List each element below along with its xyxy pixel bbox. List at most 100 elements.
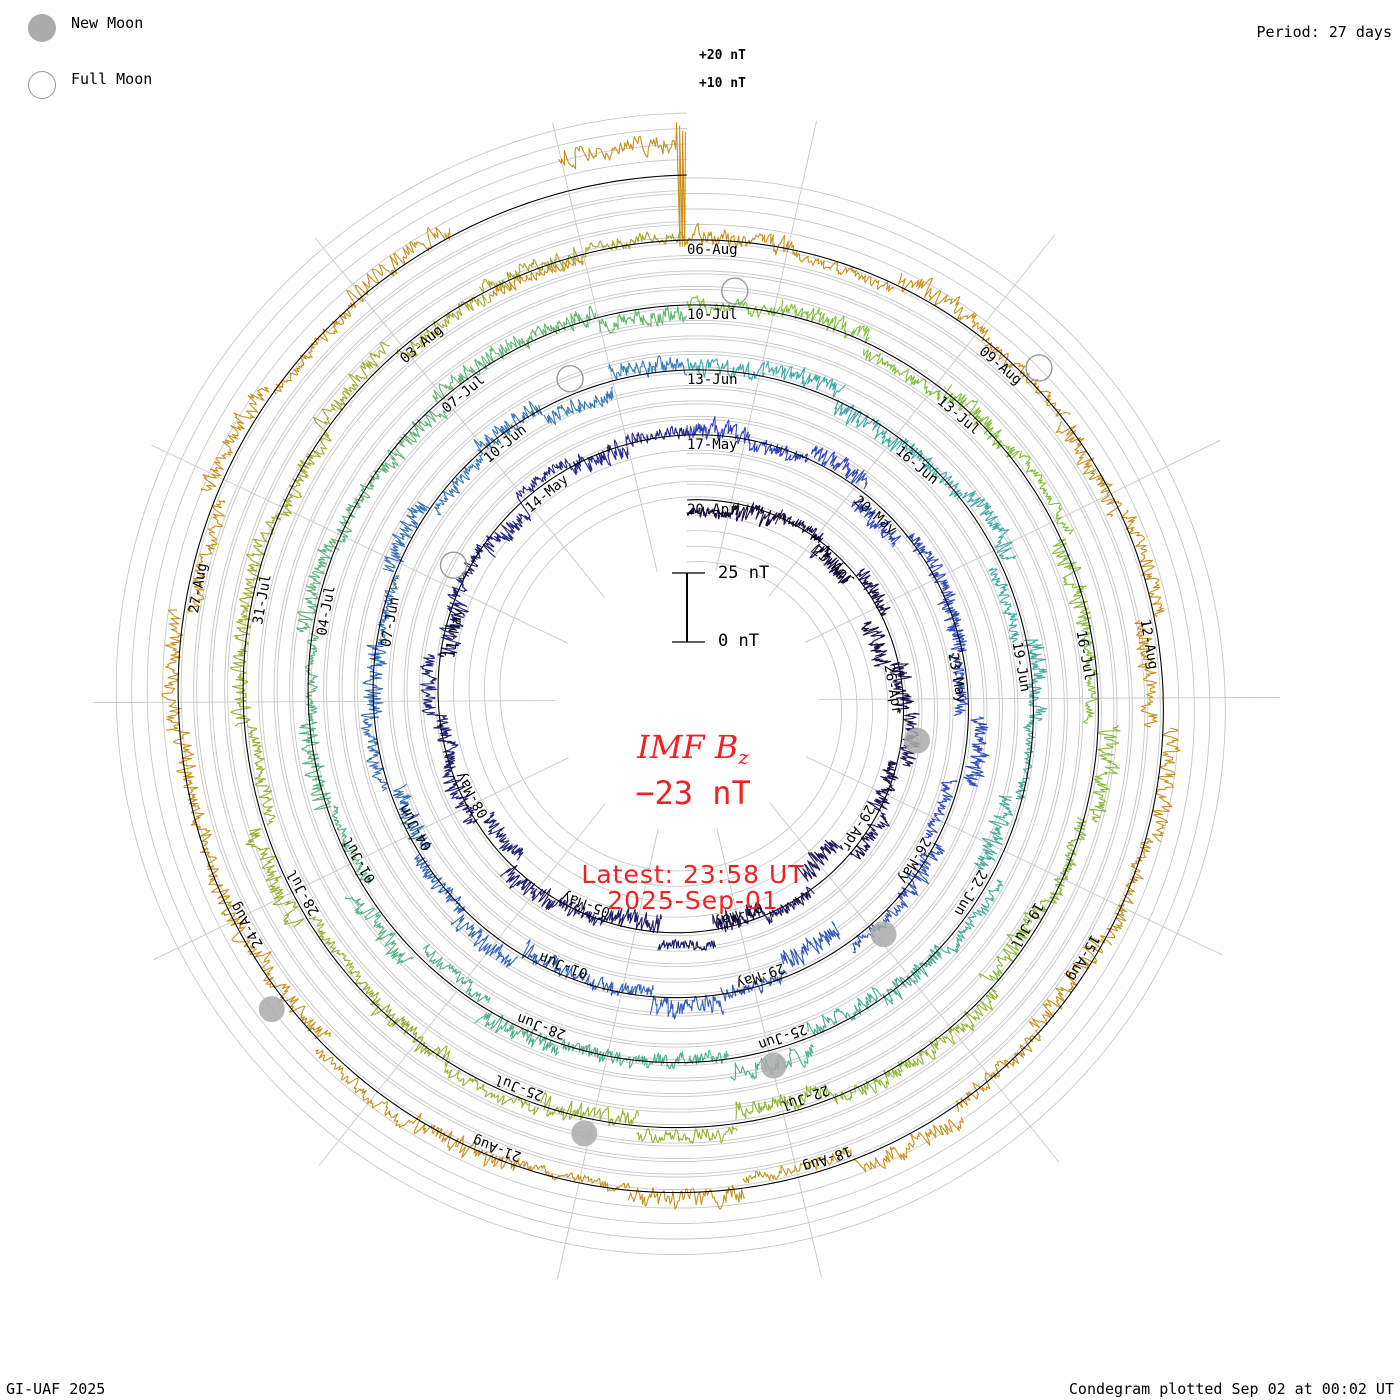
bz-series-segment	[765, 360, 846, 398]
date-label: 25-Jun	[756, 1020, 809, 1052]
bz-series-segment	[605, 907, 662, 934]
bz-series-segment	[581, 230, 688, 258]
new-moon-legend-icon	[28, 14, 56, 42]
full-moon-legend-label: Full Moon	[71, 70, 153, 88]
bz-series-segment	[437, 600, 469, 657]
plotted-time-label: Condegram plotted Sep 02 at 00:02 UT	[1068, 1380, 1394, 1398]
bz-series-segment	[657, 938, 717, 951]
radial-spoke	[314, 237, 605, 598]
scale-top-label: 25 nT	[718, 563, 770, 583]
radial-spoke	[818, 696, 1281, 700]
bz-series-segment	[1152, 727, 1181, 843]
bz-series-segment	[902, 438, 963, 500]
bz-series-segment	[730, 502, 781, 528]
bz-series-segment	[1099, 837, 1154, 946]
bz-series-segment	[810, 445, 868, 489]
zero-baseline-spiral	[177, 174, 1164, 1194]
bz-series-segment	[543, 386, 614, 425]
bz-series-segment	[186, 499, 226, 613]
scale-bar	[672, 572, 705, 643]
chart-title: IMF Bz	[0, 728, 1386, 769]
bz-series-segment	[346, 226, 451, 305]
bz-series-segment	[780, 921, 841, 968]
bz-series-segment	[540, 1091, 639, 1127]
bz-series-segment	[978, 904, 1048, 982]
bz-series-segment	[1089, 724, 1121, 823]
latest-date: 2025-Sep-01	[607, 886, 779, 915]
bz-series-segment	[360, 718, 388, 792]
bz-series-segment	[273, 302, 357, 394]
bz-series-segment	[238, 521, 275, 623]
bz-series-segment	[924, 779, 958, 839]
full-moon-marker	[439, 551, 468, 579]
bz-series-segment	[487, 257, 584, 304]
bz-series-segment	[898, 272, 990, 342]
bz-series-segment	[952, 879, 1004, 954]
bz-series-segment	[444, 1064, 540, 1115]
bz-series-segment	[963, 716, 990, 787]
grid-ring	[131, 128, 1211, 1240]
date-label: 29-May	[734, 959, 787, 991]
bz-series-segment	[370, 991, 451, 1067]
ring-label-plus-10: +10 nT	[699, 76, 746, 91]
bz-series-segment	[794, 839, 844, 882]
date-label: 17-May	[687, 437, 738, 453]
bz-series-segment	[344, 896, 415, 965]
bz-series-segment	[897, 842, 945, 908]
bz-series-segment	[906, 533, 950, 590]
moon-markers	[258, 277, 1053, 1147]
bz-series-segment	[855, 568, 891, 617]
radial-spoke	[805, 439, 1221, 643]
chart-title-main: IMF B	[637, 728, 739, 766]
bz-series-segment	[962, 490, 1017, 560]
bz-series-segment	[408, 1112, 520, 1171]
bz-series-segment	[1015, 719, 1035, 800]
bz-series-segment	[649, 994, 724, 1020]
bz-series-segment	[712, 902, 766, 933]
bz-series-segment	[778, 509, 824, 544]
bz-series-segment	[382, 501, 431, 573]
radial-spokes	[93, 121, 1281, 1279]
bz-series-segment	[861, 621, 892, 667]
bz-series-segment	[806, 987, 883, 1037]
new-moon-legend-label: New Moon	[71, 14, 144, 32]
bz-series-segment	[507, 305, 596, 350]
bz-series-segment	[1018, 451, 1074, 535]
bz-series-segment	[305, 633, 320, 723]
ring-label-plus-20: +20 nT	[699, 48, 746, 63]
bz-series-segment	[948, 652, 969, 717]
date-label: 28-Jun	[515, 1010, 568, 1042]
bz-series-segment	[747, 438, 810, 463]
bz-series-segment	[1120, 509, 1165, 618]
bz-series-segment	[742, 1147, 852, 1184]
radial-spoke	[716, 828, 822, 1278]
radial-spoke	[805, 756, 1223, 956]
scale-bottom-label: 0 nT	[718, 631, 759, 651]
bz-series-segment	[199, 843, 254, 953]
latest-time: Latest: 23:58 UT	[581, 860, 805, 889]
grid-ring	[115, 112, 1226, 1256]
bz-series-segment	[432, 339, 510, 403]
bz-series-segment	[308, 916, 375, 998]
bz-series-segment	[249, 947, 332, 1039]
bz-series-segment	[686, 506, 732, 520]
date-label: 13-Jun	[687, 372, 738, 388]
full-moon-marker	[1025, 354, 1053, 382]
bz-series-segment	[635, 1125, 738, 1144]
bz-series-segment	[377, 410, 448, 474]
bz-series-segment	[161, 609, 184, 731]
new-moon-marker	[870, 921, 897, 948]
bz-series-segment	[200, 386, 270, 492]
bz-series-segment	[517, 1160, 631, 1192]
bz-series-segment	[686, 358, 765, 381]
bz-series-segment	[422, 943, 491, 1004]
date-label: 20-May	[850, 493, 899, 538]
new-moon-marker	[904, 727, 930, 754]
bz-series-segment	[1051, 538, 1092, 630]
current-bz-value: −23 nT	[635, 774, 751, 812]
bz-series-segment	[312, 341, 390, 430]
bz-series-segment	[419, 653, 438, 716]
bz-series-segment	[583, 974, 654, 997]
full-moon-marker	[721, 277, 749, 305]
